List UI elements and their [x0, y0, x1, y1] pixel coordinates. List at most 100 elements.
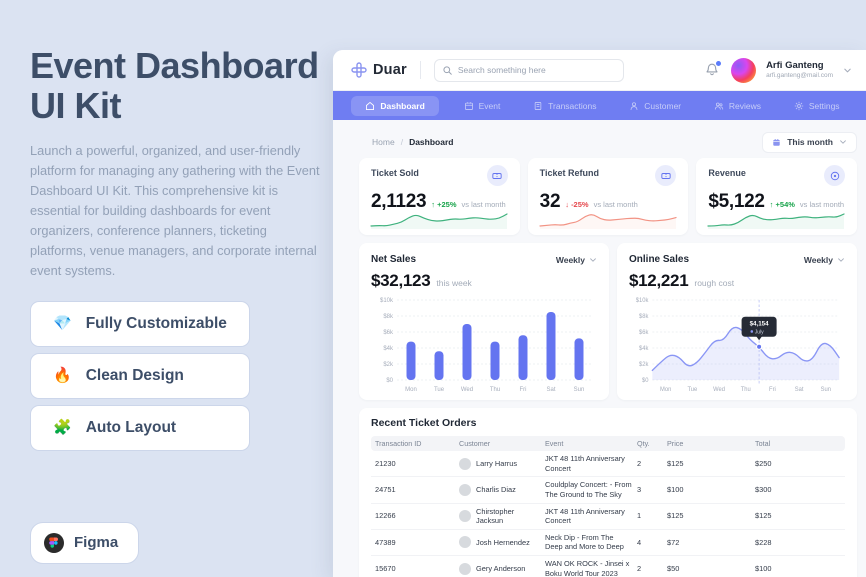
cell-customer: Chirstopher Jacksun: [455, 507, 541, 526]
left-panel: Event Dashboard UI Kit Launch a powerful…: [0, 0, 333, 577]
nav-item-customer[interactable]: Customer: [621, 97, 689, 115]
avatar: [459, 510, 471, 523]
net-sales-period-select[interactable]: Weekly: [556, 255, 597, 265]
cell-qty: 2: [637, 563, 642, 573]
svg-text:Sun: Sun: [821, 387, 831, 393]
avatar[interactable]: [731, 57, 757, 83]
calendar-icon: [464, 101, 473, 110]
table-row[interactable]: 12266 Chirstopher Jacksun JKT 48 11th Anni…: [371, 504, 845, 530]
cell-transaction-id: 12266: [375, 511, 396, 521]
cell-transaction-id: 47389: [375, 537, 396, 547]
nav-item-reviews[interactable]: Reviews: [706, 97, 769, 115]
nav-item-dashboard[interactable]: Dashboard: [351, 95, 439, 116]
cell-event: WAN OK ROCK - Jinsei x Boku World Tour 2…: [545, 559, 630, 577]
header-right: Arfi Ganteng arfi.ganteng@mail.com: [705, 57, 852, 83]
svg-text:$2k: $2k: [639, 362, 648, 368]
svg-text:Tue: Tue: [434, 387, 445, 393]
period-filter-label: This month: [787, 137, 833, 147]
figma-logo-icon: [44, 532, 64, 553]
cell-price: $100: [667, 485, 684, 495]
feature-label: Auto Layout: [85, 418, 177, 436]
online-sales-period-select[interactable]: Weekly: [804, 255, 845, 265]
recent-orders-card: Recent Ticket Orders Transaction ID Cust…: [359, 408, 857, 577]
svg-text:Thu: Thu: [741, 387, 751, 393]
revenue-sparkline: [707, 213, 845, 229]
stat-title: Ticket Sold: [371, 168, 419, 178]
stat-suffix: vs last month: [799, 200, 845, 209]
stat-card-ticket-refund: Ticket Refund 32 ↓ -25% vs last month: [527, 158, 689, 235]
table-row[interactable]: 47389 Josh Hernendez Neck Dip - From The D…: [371, 530, 845, 556]
stat-suffix: vs last month: [461, 200, 506, 209]
search-box[interactable]: [433, 58, 624, 82]
chevron-down-icon[interactable]: [843, 66, 852, 75]
table-row[interactable]: 15670 Gery Anderson WAN OK ROCK - Jinsei x…: [371, 556, 845, 577]
gem-icon: 💎: [53, 315, 72, 333]
customer-name: Larry Harrus: [476, 458, 518, 468]
svg-text:Fri: Fri: [520, 387, 527, 393]
svg-text:Wed: Wed: [461, 387, 473, 393]
receipt-icon: [534, 101, 542, 110]
user-icon: [630, 101, 638, 110]
customer-name: Charlis Diaz: [476, 485, 516, 495]
col-price: Price: [667, 439, 684, 448]
dashboard-screenshot: Duar Arfi G: [333, 50, 866, 577]
stat-title: Revenue: [708, 168, 746, 178]
chevron-down-icon: [840, 140, 846, 144]
nav-item-event[interactable]: Event: [456, 97, 509, 115]
figma-button[interactable]: Figma: [30, 521, 140, 564]
avatar: [459, 562, 471, 575]
svg-text:$2k: $2k: [383, 362, 394, 368]
svg-text:Sat: Sat: [795, 387, 804, 393]
table-row[interactable]: 21230 Larry Harrus JKT 48 11th Anniversary…: [371, 451, 845, 478]
net-sales-card: Net Sales Weekly $32,123 this week $10k $…: [359, 243, 609, 400]
fire-icon: 🔥: [53, 367, 72, 385]
dollar-icon: [824, 165, 846, 186]
cell-customer: Larry Harrus: [455, 457, 541, 470]
figma-button-label: Figma: [74, 534, 119, 552]
puzzle-icon: 🧩: [53, 419, 72, 437]
feature-label: Clean Design: [85, 366, 184, 384]
gear-icon: [794, 101, 804, 110]
col-qty: Qty.: [637, 439, 650, 448]
cell-qty: 2: [637, 458, 642, 468]
avatar: [459, 457, 471, 470]
svg-text:Wed: Wed: [713, 387, 725, 393]
nav-label: Reviews: [728, 100, 762, 111]
orders-title: Recent Ticket Orders: [371, 417, 477, 429]
feature-auto-layout: 🧩 Auto Layout: [30, 404, 250, 451]
col-transaction-id: Transaction ID: [375, 439, 422, 448]
table-row[interactable]: 24751 Charlis Diaz Couldplay Concert: - Fr…: [371, 477, 845, 504]
cell-total: $125: [755, 511, 772, 521]
period-filter-button[interactable]: This month: [762, 131, 857, 153]
app-logo[interactable]: Duar: [351, 62, 407, 78]
notifications-button[interactable]: [705, 60, 723, 78]
cell-price: $125: [667, 511, 684, 521]
nav-item-settings[interactable]: Settings: [786, 97, 848, 115]
stat-delta: ↑ +54%: [769, 200, 795, 209]
feature-label: Fully Customizable: [85, 314, 227, 332]
search-input[interactable]: [457, 65, 615, 75]
chart-title: Net Sales: [371, 254, 417, 265]
cell-qty: 1: [637, 511, 642, 521]
online-sales-subtitle: rough cost: [694, 278, 735, 288]
svg-text:Sat: Sat: [546, 387, 555, 393]
page-title: Event Dashboard UI Kit: [30, 45, 319, 126]
cell-event: Couldplay Concert: - From The Ground to …: [545, 480, 632, 499]
svg-text:$8k: $8k: [639, 314, 648, 320]
charts-row: Net Sales Weekly $32,123 this week $10k $…: [359, 243, 857, 400]
stat-value: 2,1123: [371, 191, 427, 212]
cell-qty: 4: [637, 537, 642, 547]
nav-item-transactions[interactable]: Transactions: [525, 97, 604, 115]
breadcrumb-home[interactable]: Home: [372, 137, 395, 147]
app-logo-text: Duar: [373, 62, 407, 78]
net-sales-bar-chart: $10k $8k $6k $4k $2k $0 Mon Tue Wed Thu Fri Sat Sun: [380, 298, 593, 393]
ticket-sold-sparkline: [370, 213, 508, 229]
cell-customer: Josh Hernendez: [455, 536, 541, 549]
notification-badge: [715, 60, 723, 67]
stat-card-revenue: Revenue $5,122 ↑ +54% vs last month: [696, 158, 858, 235]
stat-title: Ticket Refund: [539, 168, 600, 178]
customer-name: Josh Hernendez: [476, 537, 530, 547]
dashboard-header: Duar Arfi G: [333, 50, 866, 91]
home-icon: [366, 101, 375, 110]
